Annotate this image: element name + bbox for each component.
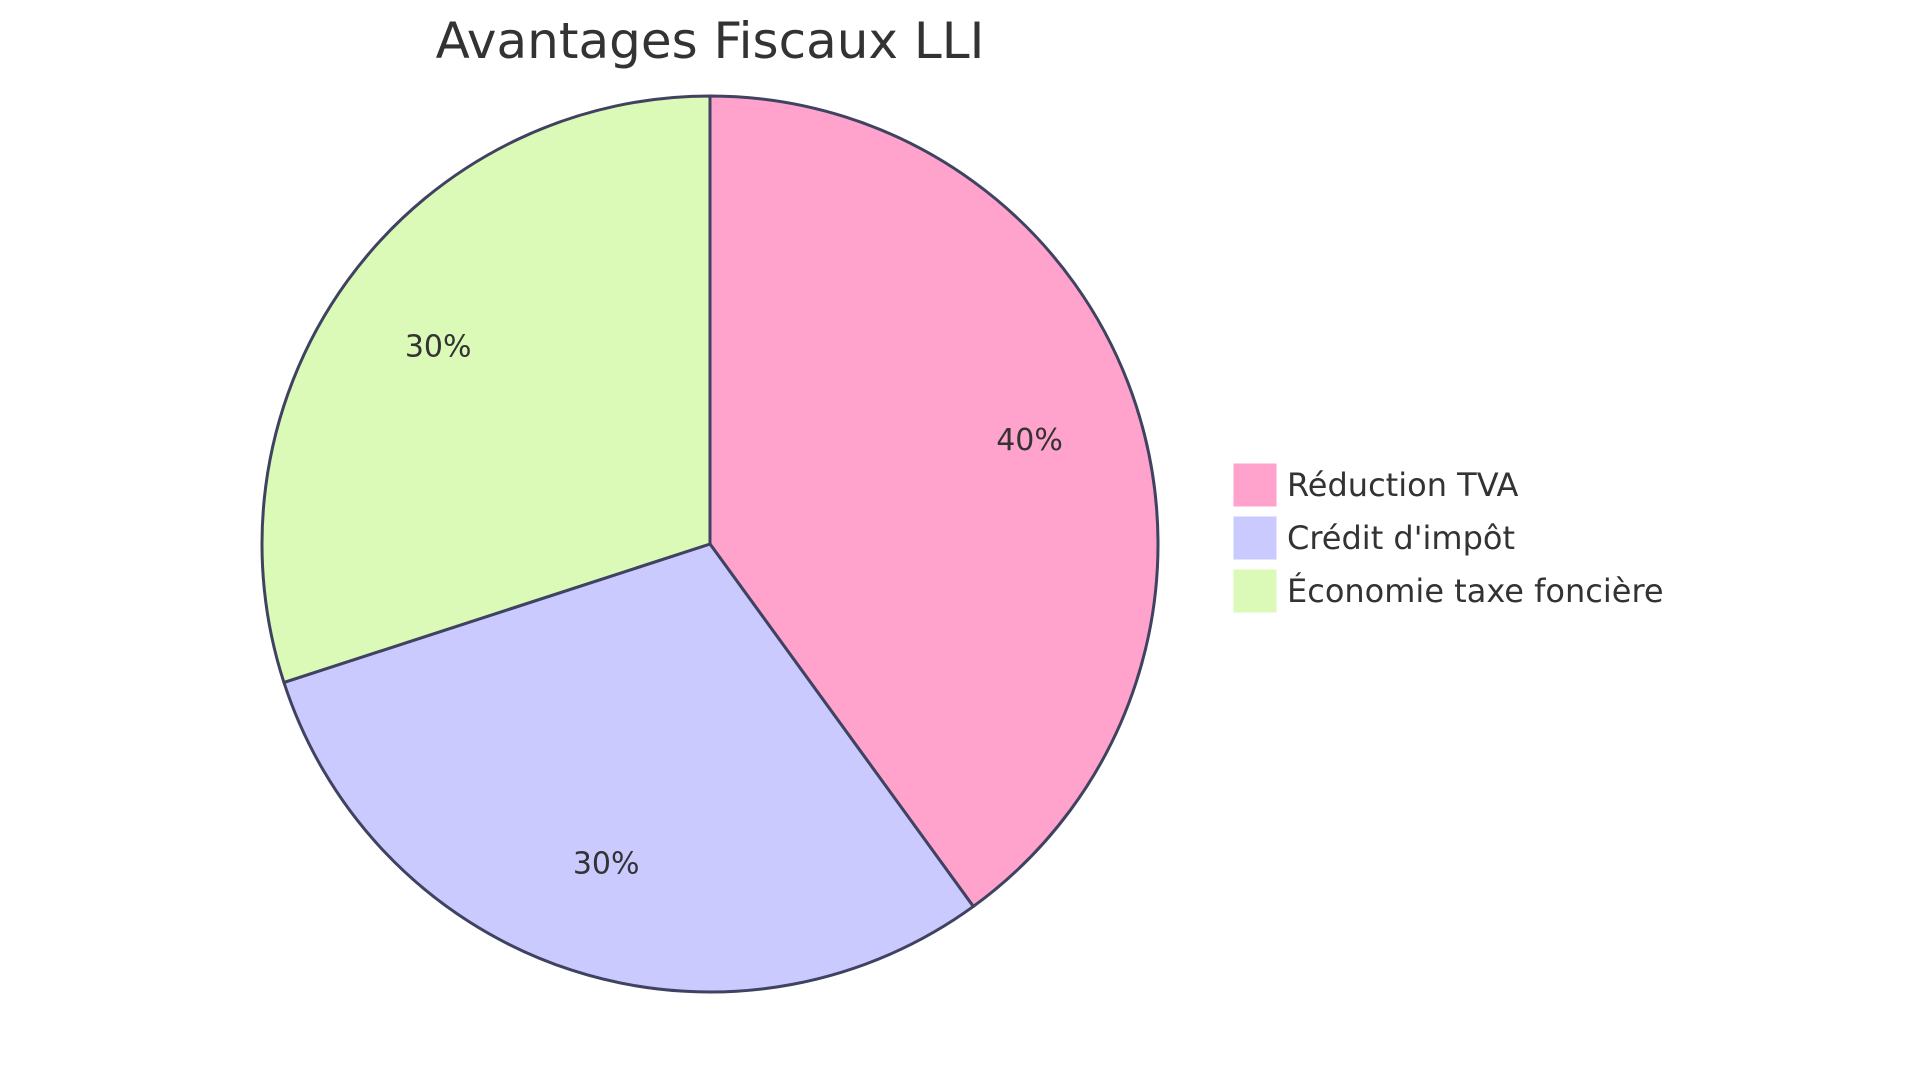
chart-legend: Réduction TVA Crédit d'impôt Économie taxe…	[1232, 462, 1664, 614]
pie-slices	[260, 94, 1160, 994]
pie-slice-1	[282, 542, 975, 994]
legend-label: Réduction TVA	[1287, 466, 1519, 504]
pie-slice-2	[260, 94, 712, 684]
legend-swatch	[1232, 568, 1278, 614]
legend-swatch	[1232, 515, 1278, 561]
legend-label: Économie taxe foncière	[1287, 572, 1664, 610]
legend-swatch	[1232, 462, 1278, 508]
pie-slice-labels: 40% 30% 30%	[405, 330, 1063, 882]
chart-title: Avantages Fiscaux LLI	[436, 12, 985, 70]
slice-value-label: 30%	[573, 847, 640, 882]
slice-value-label: 40%	[996, 423, 1063, 458]
slice-value-label: 30%	[405, 330, 472, 365]
pie-slice-0	[708, 94, 1160, 908]
legend-label: Crédit d'impôt	[1287, 519, 1515, 557]
